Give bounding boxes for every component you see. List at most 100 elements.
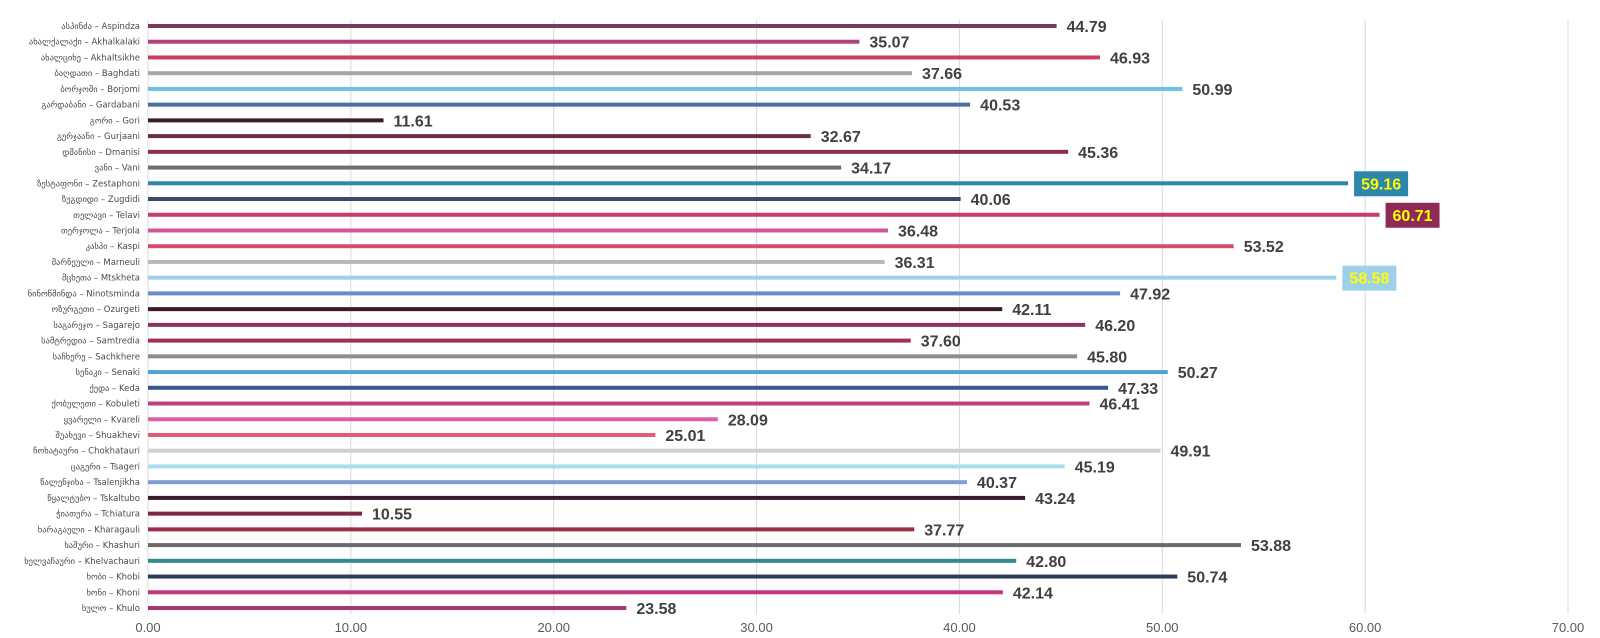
- bar: [148, 590, 1003, 595]
- category-label: დმანისი – Dmanisi: [62, 147, 140, 158]
- value-label: 37.60: [921, 334, 961, 351]
- category-label: ოზურგეთი – Ozurgeti: [52, 304, 140, 315]
- value-label: 40.53: [980, 98, 1020, 115]
- value-label: 47.33: [1118, 381, 1158, 398]
- category-label: ახალციხე – Akhaltsikhe: [41, 52, 140, 63]
- bar: [148, 244, 1234, 249]
- value-label: 49.91: [1170, 444, 1210, 461]
- bar: [148, 102, 971, 107]
- value-label: 46.20: [1095, 318, 1135, 335]
- bar: [148, 118, 384, 123]
- value-label: 45.80: [1087, 349, 1127, 366]
- x-axis-ticks: 0.00 10.00 20.00 30.00 40.00 50.00 60.00 70.00: [135, 620, 1584, 635]
- bar: [148, 149, 1069, 154]
- bar: [148, 322, 1086, 327]
- category-label: ქობულეთი – Kobuleti: [51, 399, 140, 410]
- value-label: 36.31: [895, 255, 935, 272]
- bar: [148, 527, 915, 532]
- category-label: ყვარელი – Kvareli: [64, 414, 140, 425]
- category-label: ხონი – Khoni: [86, 587, 140, 598]
- category-label: ახალქალაქი – Akhalkalaki: [29, 37, 140, 48]
- bar: [148, 480, 967, 485]
- value-labels: 44.79 35.07 46.93 37.66 50.99 40.53 11.61 32.67…: [372, 19, 1440, 618]
- category-label: ზესტაფონი – Zestaphoni: [37, 178, 140, 189]
- x-tick-label: 10.00: [335, 620, 368, 635]
- category-label: ვანი – Vani: [95, 163, 140, 174]
- bar: [148, 606, 627, 611]
- value-label: 37.77: [924, 522, 964, 539]
- value-label: 36.48: [898, 223, 938, 240]
- category-label: სამტრედია – Samtredia: [41, 336, 140, 347]
- category-label: თელავი – Telavi: [73, 211, 140, 221]
- category-label: მარნეული – Marneuli: [52, 257, 140, 268]
- category-label: ბაღდათი – Baghdati: [54, 68, 140, 79]
- bar: [148, 417, 718, 422]
- bar: [148, 86, 1183, 91]
- value-label: 25.01: [665, 428, 705, 445]
- bar: [148, 495, 1026, 500]
- x-tick-label: 50.00: [1146, 620, 1179, 635]
- value-label: 28.09: [728, 412, 768, 429]
- x-tick-label: 20.00: [537, 620, 570, 635]
- bar: [148, 71, 912, 76]
- category-label: შუახევი – Shuakhevi: [55, 430, 140, 441]
- category-label: წალენჯიხა – Tsalenjikha: [40, 477, 140, 488]
- bar: [148, 275, 1337, 280]
- value-label: 35.07: [869, 35, 909, 52]
- value-label: 50.27: [1178, 365, 1218, 382]
- category-label: ხაშური – Khashuri: [64, 540, 140, 551]
- bars: [148, 24, 1380, 611]
- value-label: 59.16: [1361, 176, 1401, 193]
- bar: [148, 370, 1168, 375]
- category-label: ხულო – Khulo: [82, 603, 140, 614]
- bar: [148, 259, 885, 264]
- gridlines: [147, 20, 1569, 614]
- value-label: 34.17: [851, 161, 891, 178]
- bar: [148, 228, 889, 233]
- category-label: წყალტუბო – Tskaltubo: [47, 493, 140, 504]
- bar: [148, 401, 1090, 406]
- value-label: 46.41: [1099, 397, 1139, 414]
- value-highlight-box: [1354, 171, 1409, 197]
- bar: [148, 55, 1101, 60]
- bar: [148, 511, 363, 516]
- value-label: 37.66: [922, 66, 962, 83]
- value-label: 45.36: [1078, 145, 1118, 162]
- category-label: ჩოხატაური – Chokhatauri: [33, 446, 140, 457]
- bar: [148, 307, 1003, 312]
- category-label: ქედა – Keda: [89, 383, 140, 394]
- category-labels: ასპინძა – Aspindza ახალქალაქი – Akhalkala…: [24, 21, 140, 614]
- bar: [148, 574, 1178, 579]
- bar: [148, 385, 1109, 390]
- category-label: საგარეჯო – Sagarejo: [53, 320, 140, 331]
- value-label: 45.19: [1075, 459, 1115, 476]
- bar: [148, 165, 842, 170]
- value-label: 40.37: [977, 475, 1017, 492]
- category-label: თერჯოლა – Terjola: [61, 225, 140, 236]
- bar: [148, 39, 860, 44]
- x-tick-label: 0.00: [135, 620, 160, 635]
- category-label: ჭიათურა – Tchiatura: [56, 509, 140, 520]
- value-label: 46.93: [1110, 50, 1150, 67]
- value-label: 44.79: [1067, 19, 1107, 36]
- value-label: 42.11: [1012, 302, 1051, 319]
- value-label: 32.67: [821, 129, 861, 146]
- value-label: 11.61: [394, 113, 433, 130]
- value-label: 50.99: [1192, 82, 1232, 99]
- value-label: 58.58: [1349, 271, 1389, 288]
- value-label: 53.88: [1251, 538, 1291, 555]
- bar: [148, 181, 1349, 186]
- value-label: 42.14: [1013, 585, 1053, 602]
- category-label: ხელვაჩაური – Khelvachauri: [24, 556, 140, 567]
- category-label: გარდაბანი – Gardabani: [41, 100, 140, 111]
- value-label: 50.74: [1187, 570, 1227, 587]
- category-label: ნინოწმინდა – Ninotsminda: [28, 288, 140, 299]
- bar: [148, 543, 1241, 548]
- category-label: ცაგერი – Tsageri: [71, 461, 140, 472]
- bar: [148, 432, 656, 437]
- x-tick-label: 60.00: [1349, 620, 1382, 635]
- value-label: 47.92: [1130, 286, 1170, 303]
- value-label: 60.71: [1393, 208, 1433, 225]
- value-label: 43.24: [1035, 491, 1075, 508]
- category-label: გორი – Gori: [90, 115, 140, 126]
